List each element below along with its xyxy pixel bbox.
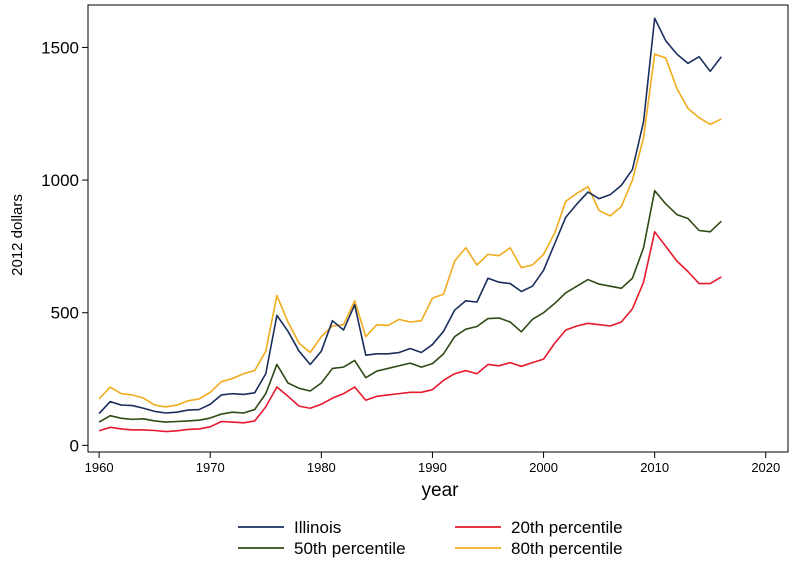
series-line-50th-percentile	[98, 189, 722, 423]
legend-label-illinois: Illinois	[294, 518, 341, 537]
legend-label-20th-percentile: 20th percentile	[511, 518, 623, 537]
x-axis-title: year	[422, 480, 460, 501]
legend-label-50th-percentile: 50th percentile	[294, 539, 406, 558]
y-tick-label: 1000	[41, 171, 79, 190]
series-line-80th-percentile	[98, 53, 722, 408]
x-tick-label: 1990	[418, 460, 447, 475]
x-tick-label: 2020	[751, 460, 780, 475]
legend: Illinois 20th percentile 50th percentile 80…	[238, 518, 623, 558]
y-tick-label: 500	[51, 304, 79, 323]
y-tick-label: 1500	[41, 38, 79, 57]
x-tick-label: 1970	[196, 460, 225, 475]
x-tick-label: 2000	[529, 460, 558, 475]
x-axis: 1960 1970 1980 1990 2000 2010 2020	[85, 452, 780, 475]
x-tick-label: 2010	[640, 460, 669, 475]
legend-label-80th-percentile: 80th percentile	[511, 539, 623, 558]
x-tick-label: 1960	[85, 460, 114, 475]
y-tick-label: 0	[70, 436, 79, 455]
series-layer	[98, 17, 722, 433]
x-tick-label: 1980	[307, 460, 336, 475]
plot-area-frame	[87, 4, 789, 453]
series-line-20th-percentile	[98, 231, 722, 433]
y-axis: 0 500 1000 1500	[41, 38, 88, 455]
y-axis-title: 2012 dollars	[9, 194, 26, 276]
series-line-illinois	[98, 17, 722, 415]
